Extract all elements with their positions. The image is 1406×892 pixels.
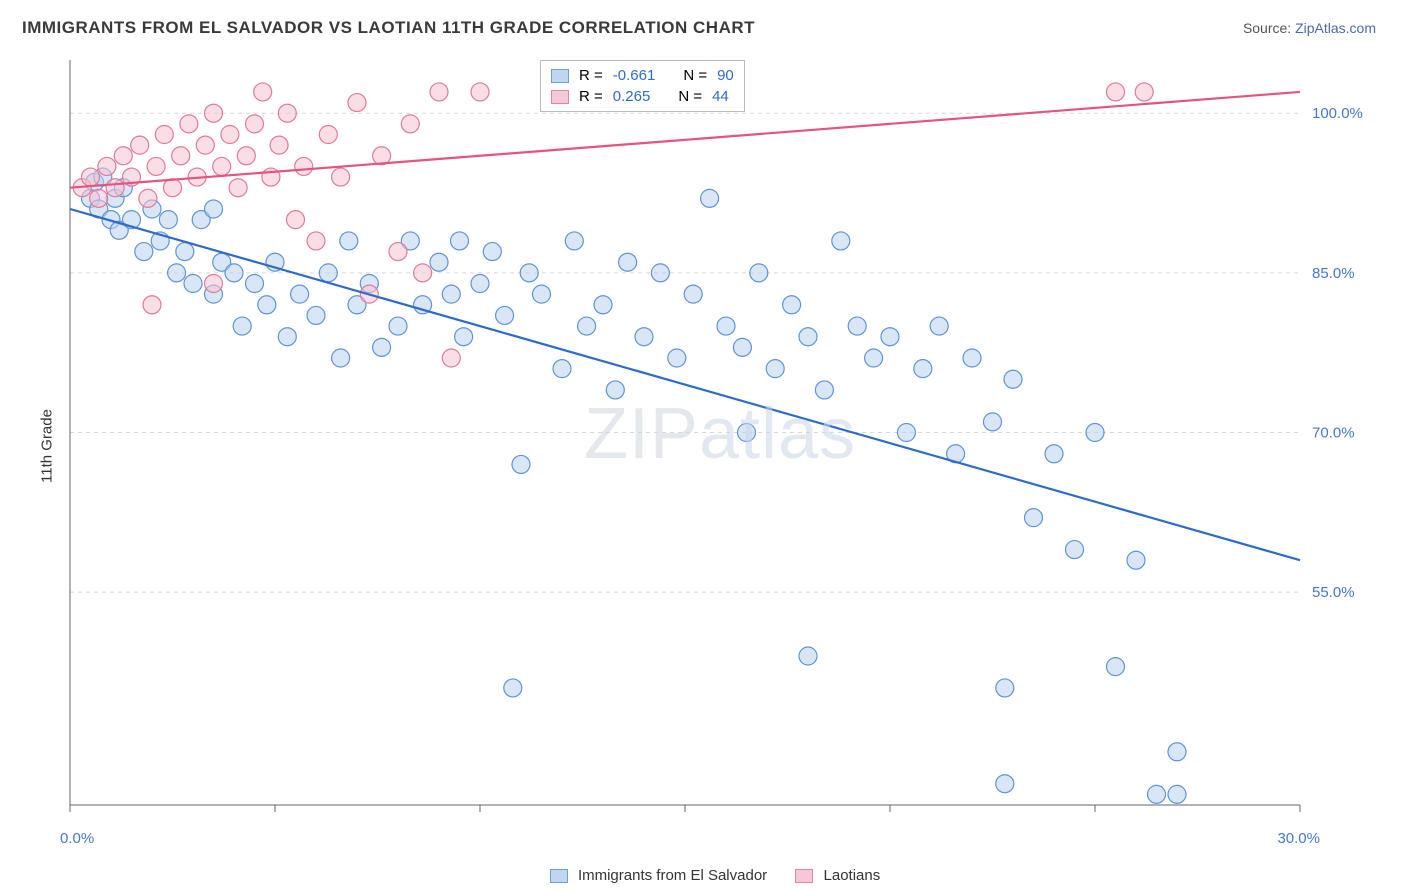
source-prefix: Source: <box>1243 20 1295 36</box>
r-value-series1: -0.661 <box>613 67 656 84</box>
n-value-series1: 90 <box>717 67 734 84</box>
legend-label-series2: Laotians <box>824 867 881 884</box>
svg-text:70.0%: 70.0% <box>1312 425 1355 442</box>
source-link[interactable]: ZipAtlas.com <box>1295 20 1376 36</box>
y-axis-label: 11th Grade <box>38 409 55 483</box>
chart-area: 55.0%70.0%85.0%100.0% ZIPatlas R = -0.66… <box>60 55 1380 845</box>
source-attribution: Source: ZipAtlas.com <box>1243 20 1376 36</box>
bottom-legend: Immigrants from El Salvador Laotians <box>0 867 1406 884</box>
legend-label-series1: Immigrants from El Salvador <box>578 867 767 884</box>
chart-title: IMMIGRANTS FROM EL SALVADOR VS LAOTIAN 1… <box>22 18 755 38</box>
corr-row-series2: R = 0.265 N = 44 <box>551 86 734 107</box>
legend-swatch-series2 <box>795 869 813 883</box>
r-value-series2: 0.265 <box>613 88 651 105</box>
r-label: R = <box>579 67 603 84</box>
n-label: N = <box>678 88 702 105</box>
legend-swatch-series1 <box>550 869 568 883</box>
correlation-stats-box: R = -0.661 N = 90 R = 0.265 N = 44 <box>540 60 745 112</box>
swatch-series2 <box>551 90 569 104</box>
scatter-chart-svg: 55.0% 70.0% 85.0% 100.0% <box>60 55 1380 845</box>
svg-text:55.0%: 55.0% <box>1312 584 1355 601</box>
n-label: N = <box>683 67 707 84</box>
n-value-series2: 44 <box>712 88 729 105</box>
corr-row-series1: R = -0.661 N = 90 <box>551 65 734 86</box>
x-axis-max-label: 30.0% <box>1277 830 1320 847</box>
svg-text:85.0%: 85.0% <box>1312 265 1355 282</box>
r-label: R = <box>579 88 603 105</box>
swatch-series1 <box>551 69 569 83</box>
x-axis-min-label: 0.0% <box>60 830 94 847</box>
svg-text:100.0%: 100.0% <box>1312 105 1363 122</box>
